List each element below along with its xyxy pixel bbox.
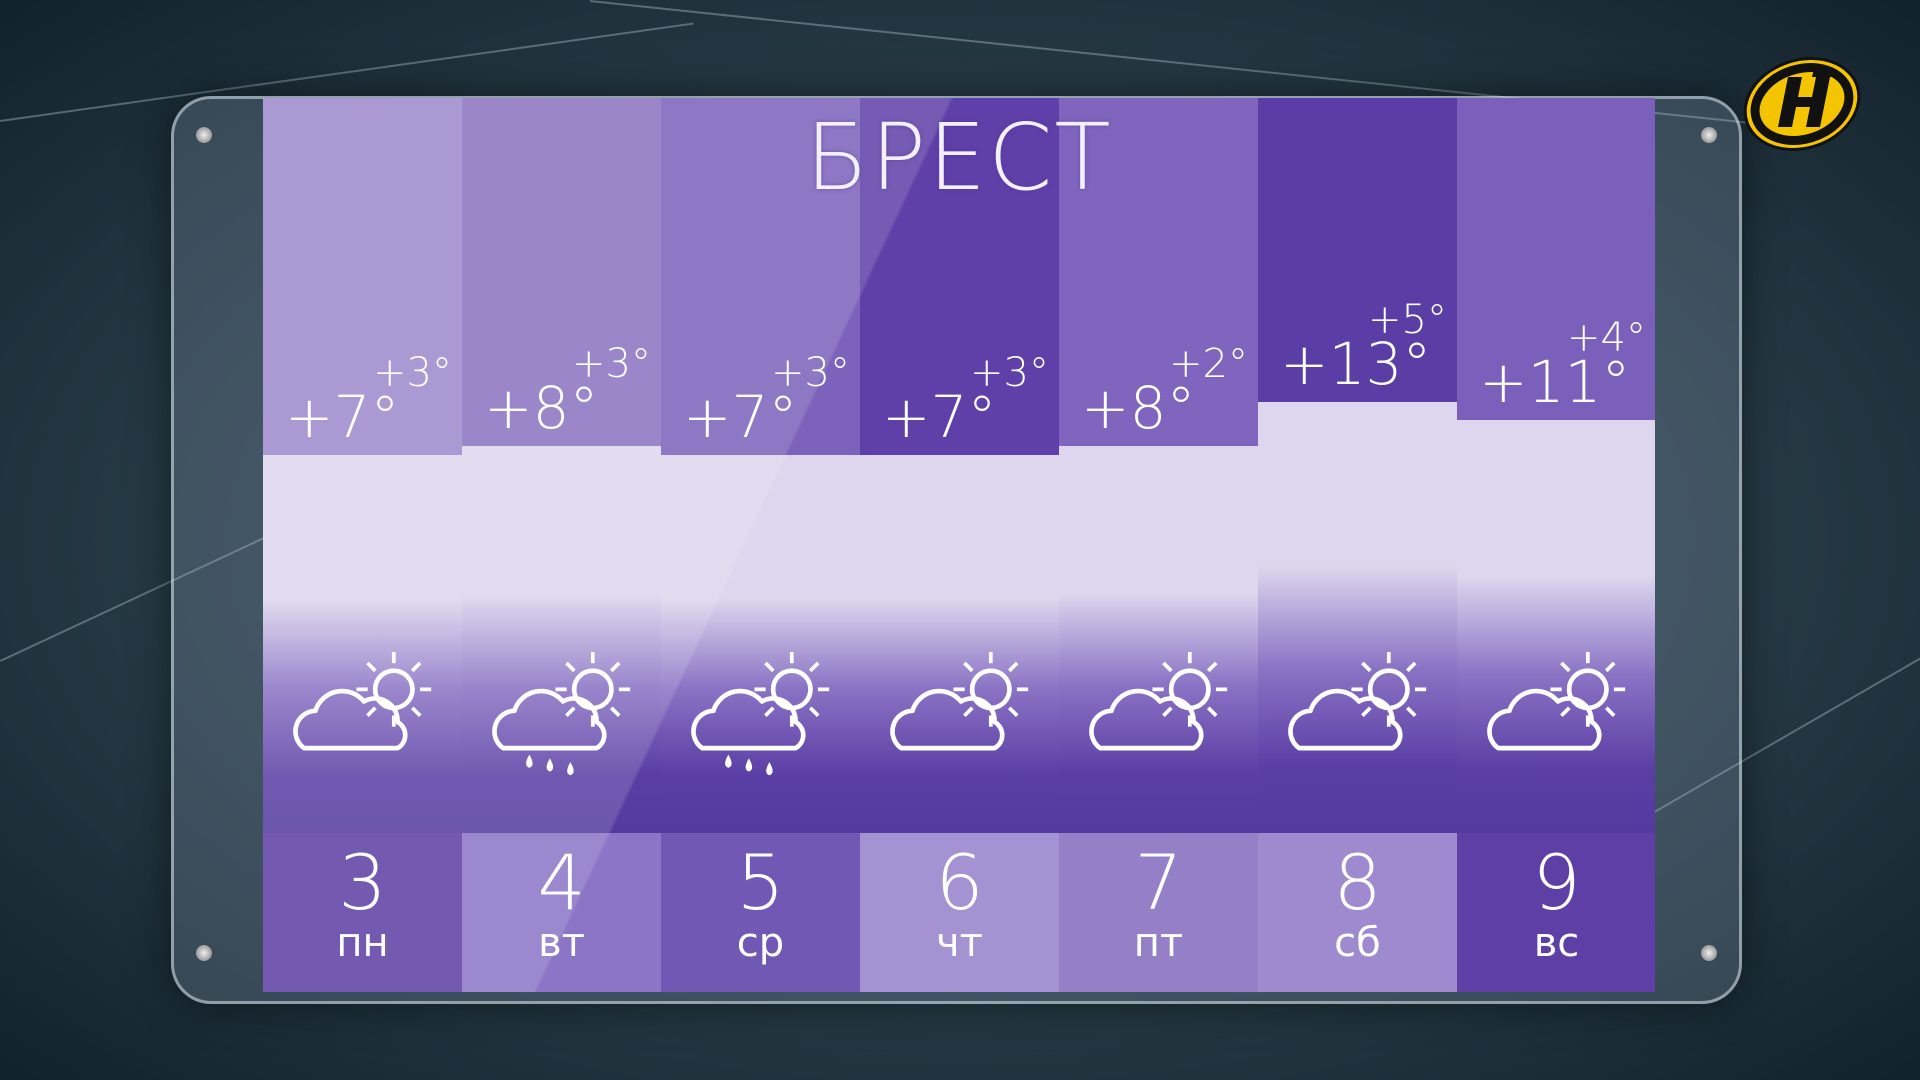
temp-bar: [1457, 98, 1655, 420]
night-temp: +3°: [572, 341, 651, 388]
weekday: сб: [1334, 920, 1381, 966]
night-temp: +5°: [1368, 297, 1447, 344]
weekday: вт: [538, 920, 585, 966]
day-temp: +7°: [882, 383, 997, 451]
screw-icon: [196, 127, 212, 143]
night-temp: +3°: [771, 350, 850, 396]
day-cell: 3 пн: [263, 833, 462, 992]
rain-sun-icon: [691, 652, 830, 776]
day-column: +3° +7° 5 ср: [661, 98, 860, 992]
day-temp: +7°: [683, 383, 798, 451]
screw-icon: [1701, 945, 1717, 961]
screw-icon: [196, 945, 212, 961]
rain-sun-icon: [492, 652, 631, 776]
day-column: +4° +11° 9 вс: [1457, 98, 1655, 992]
weather-area: [1059, 446, 1258, 833]
day-column: +2° +8° 7 пт: [1059, 98, 1258, 992]
day-column: +3° +7° 6 чт: [860, 98, 1059, 992]
day-column: +3° +8° 4 вт: [462, 98, 661, 992]
day-temp: +13°: [1280, 330, 1432, 399]
partly-cloudy-icon: [1487, 652, 1626, 751]
day-column: +3° +7° 3 пн: [263, 98, 462, 992]
city-title: БРЕСТ: [805, 104, 1113, 211]
day-cell: 9 вс: [1457, 833, 1655, 992]
day-number: 6: [935, 838, 984, 927]
temp-bar: [661, 98, 860, 455]
night-temp: +3°: [373, 350, 452, 396]
day-temp: +8°: [1081, 374, 1196, 443]
day-number: 4: [537, 838, 586, 927]
weekday: пт: [1133, 920, 1184, 966]
day-number: 8: [1333, 838, 1382, 927]
day-number: 5: [736, 838, 785, 927]
weather-area: [263, 455, 462, 833]
night-temp: +2°: [1169, 341, 1248, 388]
temp-bar: [263, 98, 462, 455]
day-cell: 6 чт: [860, 833, 1059, 992]
screw-icon: [1701, 127, 1717, 143]
day-number: 3: [338, 838, 387, 927]
weekday: пн: [336, 920, 389, 966]
night-temp: +4°: [1567, 314, 1646, 361]
channel-logo: [1743, 56, 1861, 152]
night-temp: +3°: [970, 350, 1049, 396]
partly-cloudy-icon: [1089, 652, 1228, 751]
weekday: чт: [936, 920, 983, 966]
weather-area: [860, 455, 1059, 833]
temp-bar: [1059, 98, 1258, 447]
weather-area: [661, 455, 860, 833]
forecast-panel: +3° +7° 3 пн +3° +8° 4 вт +3° +7° 5 ср +…: [263, 98, 1655, 992]
day-temp: +7°: [285, 383, 400, 451]
weekday: вс: [1533, 920, 1580, 966]
partly-cloudy-icon: [1288, 652, 1427, 751]
temp-bar: [462, 98, 661, 447]
weekday: ср: [736, 920, 785, 966]
weather-area: [1457, 419, 1655, 833]
day-temp: +11°: [1479, 347, 1631, 416]
temp-bar: [1258, 98, 1457, 403]
day-temp: +8°: [484, 374, 599, 443]
day-cell: 8 сб: [1258, 833, 1457, 992]
weather-area: [1258, 402, 1457, 833]
day-cell: 7 пт: [1059, 833, 1258, 992]
day-number: 9: [1532, 838, 1581, 927]
day-cell: 4 вт: [462, 833, 661, 992]
partly-cloudy-icon: [890, 652, 1029, 751]
day-cell: 5 ср: [661, 833, 860, 992]
day-column: +5° +13° 8 сб: [1258, 98, 1457, 992]
temp-bar: [860, 98, 1059, 455]
partly-cloudy-icon: [293, 652, 432, 751]
weather-area: [462, 446, 661, 833]
day-number: 7: [1134, 838, 1183, 927]
